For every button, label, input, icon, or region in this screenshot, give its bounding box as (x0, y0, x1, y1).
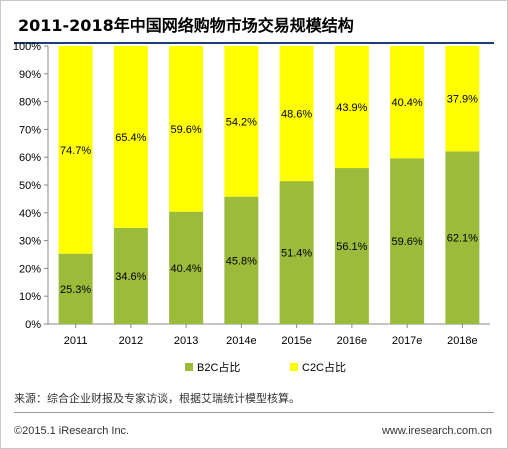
y-tick-label: 40% (19, 208, 41, 220)
data-label-c2c: 40.4% (392, 97, 423, 109)
bar-segment-b2c (113, 227, 148, 324)
data-label-b2c: 40.4% (171, 263, 202, 275)
x-tick-label: 2018e (447, 335, 478, 347)
data-label-b2c: 51.4% (281, 248, 312, 260)
y-tick-label: 80% (19, 97, 41, 109)
data-label-c2c: 74.7% (60, 145, 91, 157)
bar-segment-b2c (279, 181, 314, 324)
y-tick-label: 50% (19, 180, 41, 192)
data-label-c2c: 48.6% (281, 109, 312, 121)
data-label-b2c: 59.6% (392, 236, 423, 248)
legend-swatch (290, 363, 298, 371)
x-tick-label: 2011 (64, 335, 88, 347)
data-label-c2c: 43.9% (336, 102, 367, 114)
y-tick-label: 100% (13, 41, 41, 53)
data-label-c2c: 65.4% (115, 132, 146, 144)
y-tick-label: 60% (19, 152, 41, 164)
legend-label: C2C占比 (302, 360, 346, 374)
data-label-b2c: 34.6% (115, 271, 146, 283)
y-tick-label: 30% (19, 236, 41, 248)
data-label-c2c: 54.2% (226, 116, 257, 128)
y-tick-label: 0% (25, 319, 41, 331)
source-note: 来源：综合企业财报及专家访谈，根据艾瑞统计模型核算。 (14, 392, 300, 405)
bar-segment-c2c (58, 46, 93, 254)
bar-segment-c2c (169, 46, 204, 212)
x-tick-label: 2014e (226, 335, 257, 347)
legend-label: B2C占比 (197, 360, 240, 374)
bar-segment-b2c (334, 168, 369, 324)
copyright-text: ©2015.1 iResearch Inc. (14, 425, 130, 437)
bar-segment-c2c (224, 46, 259, 197)
x-tick-label: 2013 (174, 335, 198, 347)
y-tick-label: 10% (19, 291, 41, 303)
data-label-b2c: 25.3% (60, 284, 91, 296)
x-tick-label: 2016e (337, 335, 368, 347)
bar-segment-b2c (390, 158, 425, 324)
y-tick-label: 20% (19, 263, 41, 275)
legend-swatch (185, 363, 193, 371)
title-underline (14, 42, 494, 44)
footer-divider (14, 412, 494, 413)
chart-title: 2011-2018年中国网络购物市场交易规模结构 (18, 16, 354, 35)
bar-segment-c2c (279, 46, 314, 182)
x-tick-label: 2012 (119, 335, 143, 347)
bar-segment-c2c (334, 46, 369, 169)
bar-segment-b2c (224, 196, 259, 324)
x-tick-label: 2017e (392, 335, 423, 347)
data-label-c2c: 59.6% (171, 124, 202, 136)
bar-segment-c2c (113, 46, 148, 228)
website-link[interactable]: www.iresearch.com.cn (381, 425, 492, 437)
data-label-c2c: 37.9% (447, 94, 478, 106)
data-label-b2c: 45.8% (226, 255, 257, 267)
y-tick-label: 70% (19, 124, 41, 136)
y-tick-label: 90% (19, 69, 41, 81)
bar-segment-c2c (390, 46, 425, 159)
bar-segment-b2c (58, 253, 93, 324)
bar-segment-b2c (169, 211, 204, 324)
bar-segment-c2c (445, 46, 480, 152)
data-label-b2c: 62.1% (447, 233, 478, 245)
x-tick-label: 2015e (281, 335, 312, 347)
data-label-b2c: 56.1% (336, 241, 367, 253)
bar-segment-b2c (445, 151, 480, 324)
